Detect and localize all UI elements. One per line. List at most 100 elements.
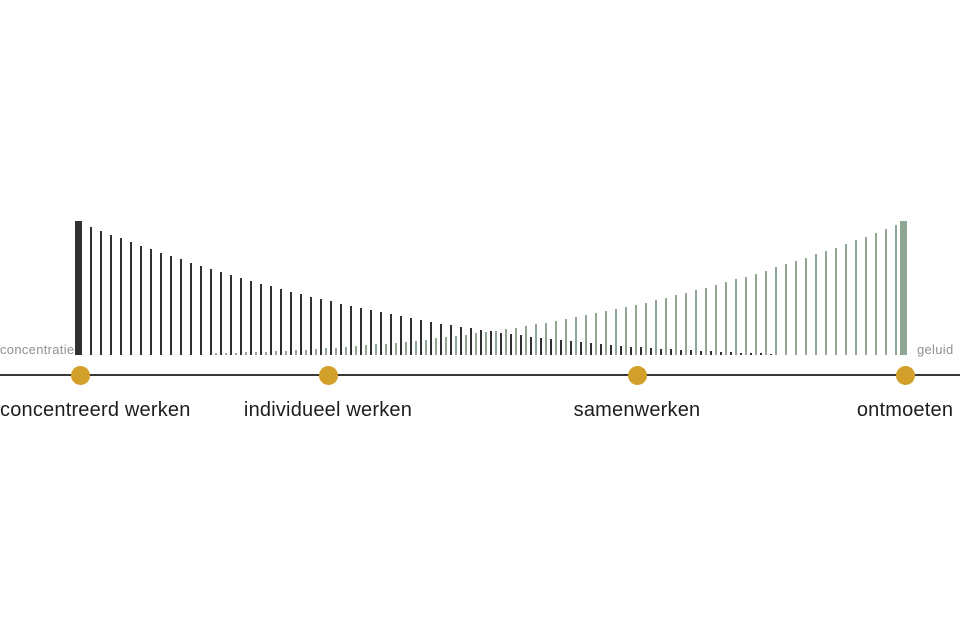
station-label-ontmoeten: ontmoeten — [856, 399, 954, 421]
bar-dark — [670, 349, 673, 355]
bar-dark — [760, 353, 763, 355]
geluid-axis-label: geluid — [917, 342, 954, 357]
bar-dark — [270, 286, 273, 355]
station-label-samenwerken: samenwerken — [573, 399, 701, 421]
bar-dark — [630, 346, 633, 355]
bar-dark — [740, 352, 743, 355]
bar-green — [555, 320, 558, 355]
bar-dark — [100, 230, 103, 355]
bar-green — [465, 334, 468, 355]
bar-dark — [370, 310, 373, 355]
bar-green — [825, 251, 828, 355]
bar-dark — [240, 278, 243, 355]
bar-green — [565, 319, 568, 355]
bar-green — [895, 225, 898, 355]
bar-dark — [380, 312, 383, 355]
bar-dark — [390, 314, 393, 355]
bar-green — [665, 297, 668, 355]
bar-green — [295, 350, 298, 355]
bar-dark — [510, 334, 513, 355]
bar-dark — [730, 352, 733, 355]
bar-dark — [480, 329, 483, 355]
bar-dark — [460, 326, 463, 355]
bar-green — [705, 287, 708, 355]
bar-green — [735, 279, 738, 355]
axis-dot-samenwerken — [627, 366, 647, 385]
bar-green — [255, 352, 258, 355]
bar-dark — [530, 336, 533, 355]
bar-green — [815, 254, 818, 355]
bar-green — [515, 327, 518, 355]
bar-dark — [150, 249, 153, 355]
bar-green — [675, 295, 678, 355]
bar-dark — [330, 301, 333, 355]
bar-dark — [710, 351, 713, 355]
bar-green — [225, 353, 228, 355]
bar-green — [435, 338, 438, 355]
bar-green — [625, 307, 628, 355]
bar-green-thick — [900, 221, 907, 355]
bar-green — [445, 337, 448, 355]
bar-green — [505, 329, 508, 355]
bar-green — [845, 243, 848, 355]
bar-dark — [540, 337, 543, 355]
bar-green — [305, 349, 308, 355]
bar-green — [765, 270, 768, 355]
bar-green — [315, 348, 318, 355]
bar-green — [805, 257, 808, 355]
bar-green — [575, 317, 578, 355]
bar-green — [525, 326, 528, 355]
bar-dark — [180, 259, 183, 355]
bar-green — [835, 247, 838, 355]
bar-dark — [320, 299, 323, 355]
concentratie-axis-label: concentratie — [0, 342, 75, 357]
bar-dark — [650, 348, 653, 355]
bar-green — [715, 285, 718, 355]
bar-green — [405, 341, 408, 355]
bar-dark-thick — [75, 221, 82, 355]
bar-green — [605, 311, 608, 355]
bar-dark — [350, 306, 353, 355]
bar-green — [375, 344, 378, 355]
bar-dark — [570, 341, 573, 355]
bar-dark — [680, 349, 683, 355]
bar-green — [335, 347, 338, 355]
bar-dark — [690, 350, 693, 355]
bar-dark — [660, 348, 663, 355]
bar-dark — [260, 283, 263, 355]
bar-green — [365, 345, 368, 355]
bar-green — [785, 264, 788, 355]
bar-green — [545, 322, 548, 355]
bar-green — [795, 261, 798, 355]
bar-green — [885, 228, 888, 355]
bar-dark — [550, 338, 553, 355]
bar-green — [655, 300, 658, 355]
bar-dark — [610, 344, 613, 355]
bar-green — [425, 339, 428, 355]
bar-dark — [200, 265, 203, 355]
bar-green — [485, 332, 488, 355]
bar-green — [695, 290, 698, 355]
bar-dark — [700, 350, 703, 355]
bar-dark — [620, 345, 623, 355]
bar-dark — [580, 342, 583, 355]
bar-dark — [520, 335, 523, 355]
bar-green — [725, 282, 728, 355]
bar-dark — [430, 321, 433, 355]
bar-dark — [640, 347, 643, 355]
bar-dark — [490, 331, 493, 355]
axis-dot-ontmoeten — [895, 366, 915, 385]
axis-dot-concentreerd-werken — [70, 366, 90, 385]
bar-dark — [170, 256, 173, 355]
bar-green — [455, 336, 458, 355]
bar-green — [865, 236, 868, 355]
bar-green — [325, 348, 328, 355]
bar-green — [415, 340, 418, 355]
bar-green — [345, 346, 348, 355]
bar-green — [755, 273, 758, 355]
bar-green — [245, 352, 248, 355]
bar-dark — [220, 272, 223, 355]
bar-green — [215, 353, 218, 355]
bar-green — [265, 351, 268, 355]
